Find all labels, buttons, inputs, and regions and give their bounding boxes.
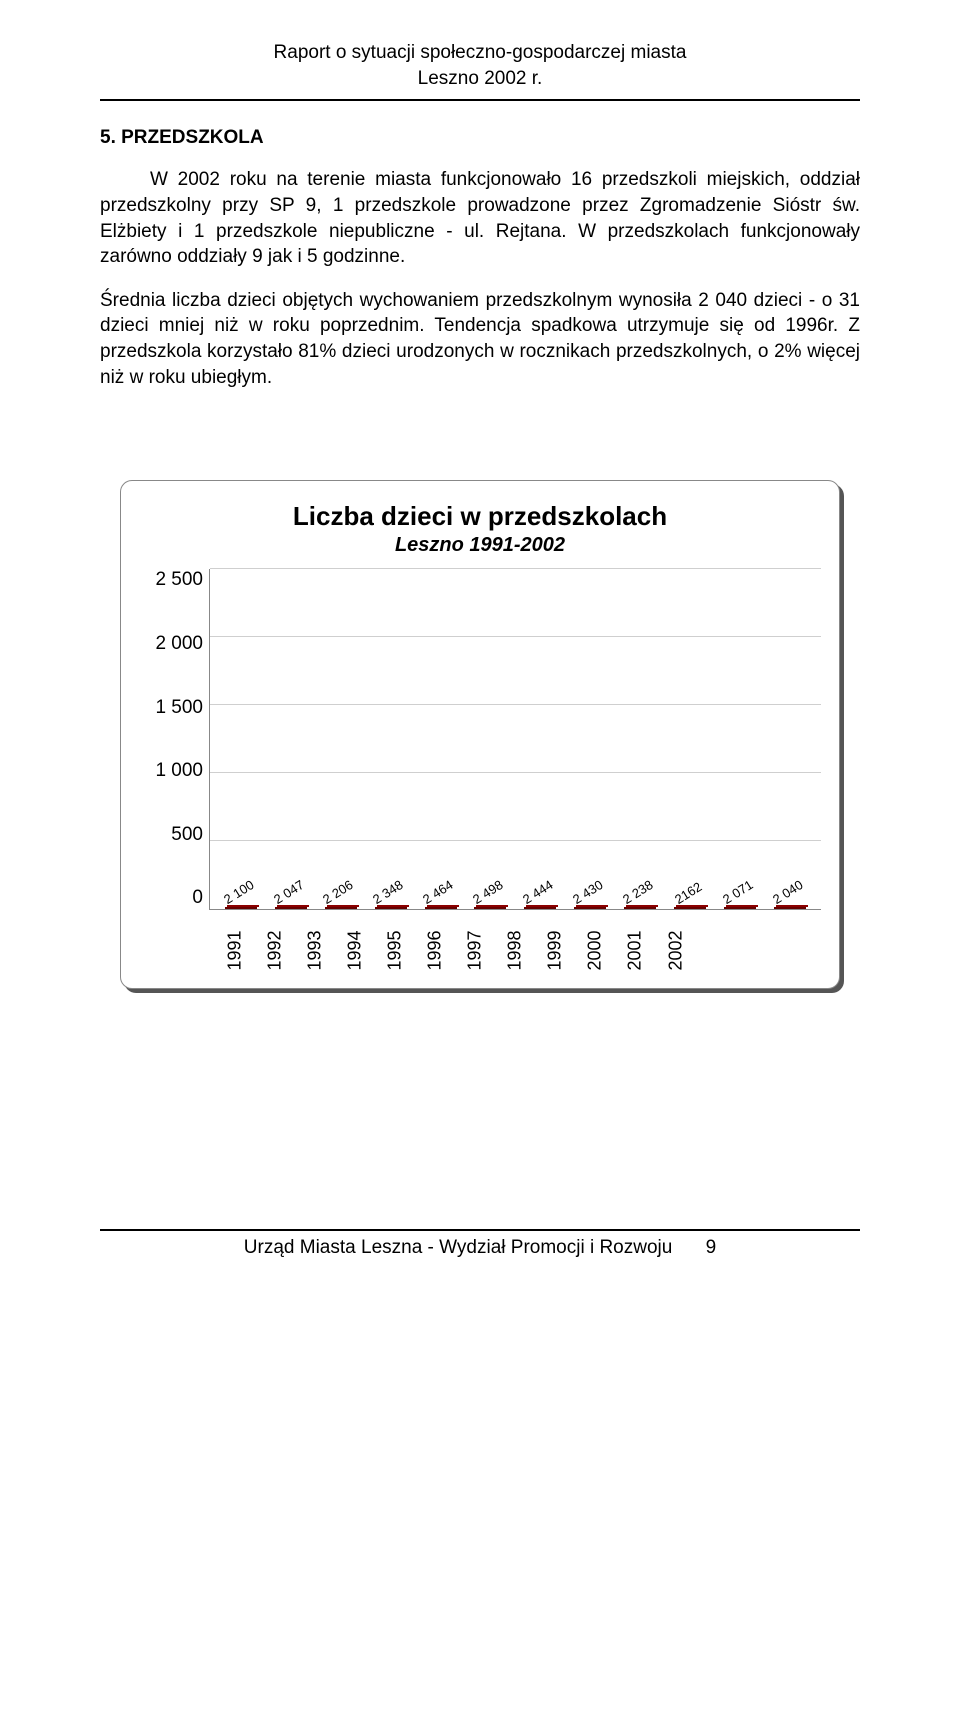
bar — [425, 907, 457, 909]
x-tick: 1994 — [345, 930, 366, 970]
bar — [674, 907, 706, 909]
bar-value-label: 2 348 — [370, 877, 406, 907]
bar-value-label: 2 430 — [570, 877, 606, 907]
header-line2: Leszno 2002 r. — [100, 66, 860, 92]
plot-area: 2 1002 0472 2062 3482 4642 4982 4442 430… — [209, 569, 821, 910]
bar — [225, 907, 257, 909]
bar — [375, 907, 407, 909]
x-tick: 1996 — [425, 930, 446, 970]
bar-column: 2 444 — [515, 896, 565, 909]
bar — [774, 907, 806, 909]
bar-value-label: 2 206 — [321, 877, 357, 907]
x-tick: 2001 — [625, 930, 646, 970]
doc-header: Raport o sytuacji społeczno-gospodarczej… — [100, 40, 860, 91]
bar-column: 2 206 — [316, 896, 366, 909]
bar-value-label: 2 498 — [470, 877, 506, 907]
bar-column: 2 040 — [765, 896, 815, 909]
x-tick: 2000 — [585, 930, 606, 970]
bar — [325, 907, 357, 909]
y-tick: 0 — [192, 887, 203, 909]
x-tick: 1998 — [505, 930, 526, 970]
footer: Urząd Miasta Leszna - Wydział Promocji i… — [100, 1237, 860, 1259]
bar-value-label: 2162 — [672, 879, 704, 907]
bar-value-label: 2 444 — [520, 877, 556, 907]
x-tick: 1999 — [545, 930, 566, 970]
bar-column: 2 238 — [615, 896, 665, 909]
page-number: 9 — [706, 1237, 717, 1259]
bar-value-label: 2 071 — [720, 877, 756, 907]
bar — [524, 907, 556, 909]
bar-value-label: 2 238 — [620, 877, 656, 907]
bar-value-label: 2 100 — [221, 877, 257, 907]
bar-column: 2 464 — [416, 896, 466, 909]
paragraph-2: Średnia liczba dzieci objętych wychowani… — [100, 288, 860, 391]
bar — [724, 907, 756, 909]
bar-value-label: 2 040 — [770, 877, 806, 907]
bar-column: 2162 — [665, 896, 715, 909]
footer-text: Urząd Miasta Leszna - Wydział Promocji i… — [244, 1237, 673, 1258]
x-tick: 2002 — [665, 930, 686, 970]
bar-column: 2 498 — [466, 896, 516, 909]
y-tick: 2 500 — [155, 569, 203, 591]
y-tick: 1 500 — [155, 697, 203, 719]
x-tick: 1997 — [465, 930, 486, 970]
chart-subtitle: Leszno 1991-2002 — [139, 534, 821, 557]
y-axis: 2 500 2 000 1 500 1 000 500 0 — [139, 569, 209, 909]
y-tick: 500 — [171, 824, 203, 846]
bar — [624, 907, 656, 909]
y-tick: 2 000 — [155, 633, 203, 655]
bar-column: 2 100 — [216, 896, 266, 909]
x-tick: 1993 — [305, 930, 326, 970]
bar-column: 2 047 — [266, 896, 316, 909]
header-rule — [100, 99, 860, 101]
x-axis: 1991199219931994199519961997199819992000… — [209, 940, 702, 961]
chart-body: 2 500 2 000 1 500 1 000 500 0 2 1002 047… — [139, 569, 821, 970]
bar — [474, 907, 506, 909]
bars: 2 1002 0472 2062 3482 4642 4982 4442 430… — [210, 569, 821, 909]
bar-value-label: 2 464 — [420, 877, 456, 907]
bar — [275, 907, 307, 909]
x-tick: 1991 — [225, 930, 246, 970]
bar-column: 2 348 — [366, 896, 416, 909]
x-tick: 1992 — [265, 930, 286, 970]
bar-column: 2 071 — [715, 896, 765, 909]
chart-title: Liczba dzieci w przedszkolach — [139, 501, 821, 532]
section-title: 5. PRZEDSZKOLA — [100, 127, 860, 149]
footer-rule — [100, 1229, 860, 1231]
bar-column: 2 430 — [565, 896, 615, 909]
header-line1: Raport o sytuacji społeczno-gospodarczej… — [100, 40, 860, 66]
bar — [574, 907, 606, 909]
paragraph-1: W 2002 roku na terenie miasta funkcjonow… — [100, 167, 860, 270]
y-tick: 1 000 — [155, 760, 203, 782]
chart-container: Liczba dzieci w przedszkolach Leszno 199… — [120, 480, 840, 989]
x-tick: 1995 — [385, 930, 406, 970]
bar-value-label: 2 047 — [271, 877, 307, 907]
